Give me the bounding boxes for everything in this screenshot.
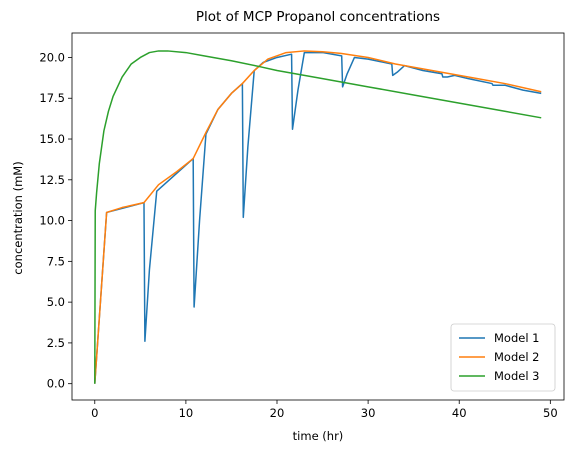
y-tick-label: 15.0: [39, 132, 65, 146]
legend-label-1: Model 1: [494, 331, 540, 345]
y-tick-label: 5.0: [47, 295, 65, 309]
y-tick-label: 7.5: [47, 254, 65, 268]
y-tick-label: 2.5: [47, 336, 65, 350]
y-axis-label: concentration (mM): [11, 161, 25, 274]
x-axis: 0 10 20 30 40 50: [91, 400, 558, 420]
plot-area: [71, 32, 565, 401]
x-tick-label: 30: [361, 406, 376, 420]
legend-box: [450, 323, 556, 392]
y-tick-label: 10.0: [39, 214, 65, 228]
series-line-1: [94, 51, 542, 384]
x-tick-label: 50: [543, 406, 558, 420]
x-tick-label: 40: [452, 406, 467, 420]
x-axis-label: time (hr): [293, 429, 344, 443]
y-tick-label: 20.0: [39, 50, 65, 64]
x-tick-label: 10: [179, 406, 194, 420]
x-tick-label: 20: [270, 406, 285, 420]
legend: Model 1 Model 2 Model 3: [450, 323, 556, 392]
y-axis: 0.0 2.5 5.0 7.5 10.0 12.5 15.0 17.5 20.0: [39, 50, 72, 391]
legend-label-3: Model 3: [494, 369, 540, 383]
series-line-2: [94, 50, 542, 384]
plot-frame: [71, 32, 565, 401]
x-tick-label: 0: [91, 406, 98, 420]
y-tick-label: 12.5: [39, 173, 65, 187]
y-tick-label: 0.0: [47, 377, 65, 391]
chart-title: Plot of MCP Propanol concentrations: [196, 9, 440, 25]
y-tick-label: 17.5: [39, 91, 65, 105]
legend-label-2: Model 2: [494, 350, 540, 364]
series-line-3: [94, 50, 542, 384]
